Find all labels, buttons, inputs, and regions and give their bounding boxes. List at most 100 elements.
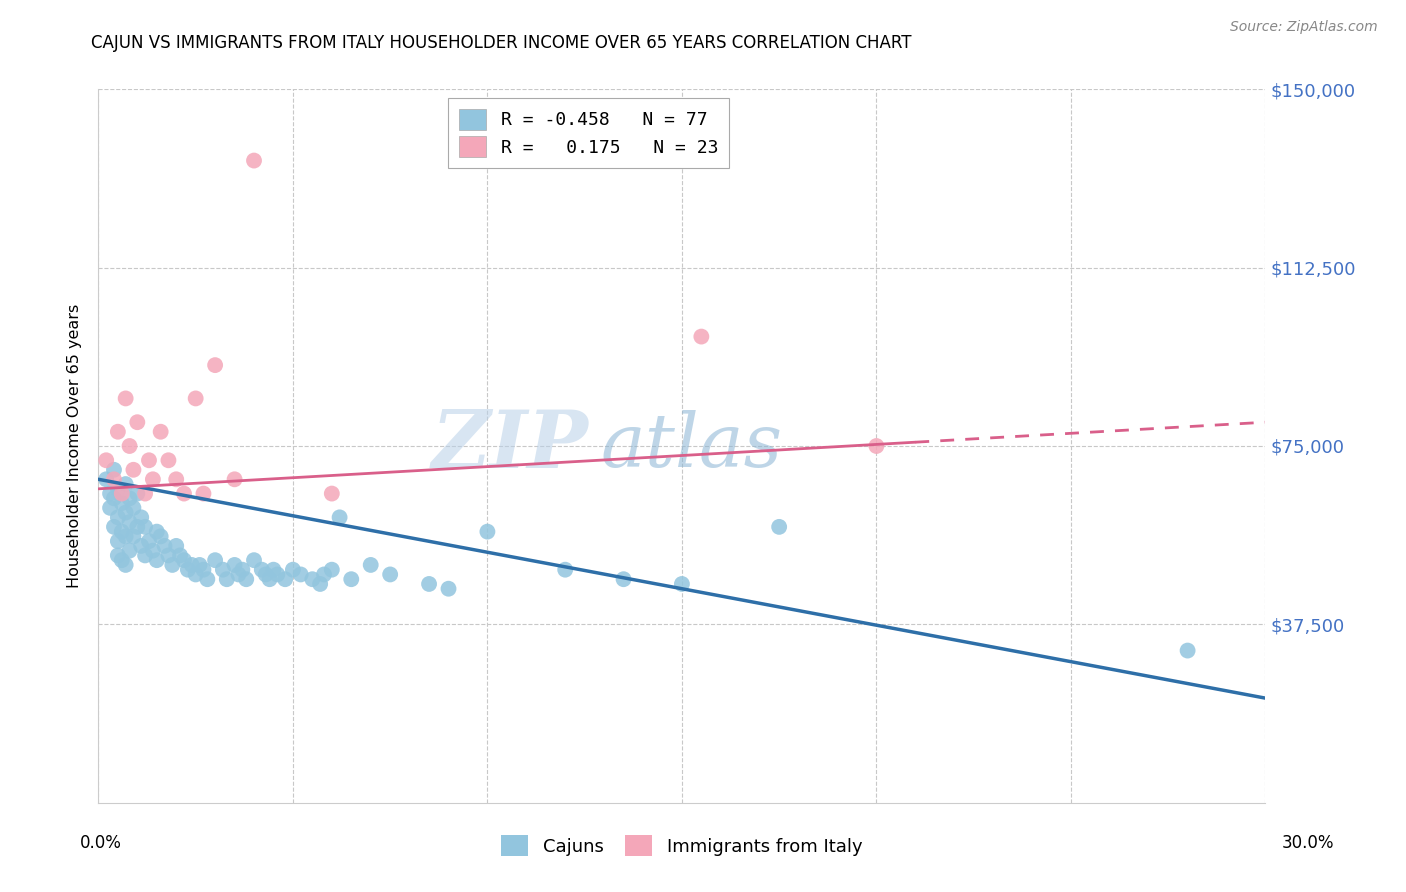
Point: [690, 329, 713, 343]
Point: [290, 567, 312, 582]
Point: [129, 539, 152, 553]
Point: [243, 553, 266, 567]
Point: [129, 510, 152, 524]
Point: [134, 486, 156, 500]
Point: [1177, 643, 1199, 657]
Point: [103, 472, 125, 486]
Point: [146, 524, 169, 539]
Point: [184, 567, 207, 582]
Point: [169, 549, 191, 563]
Point: [107, 425, 129, 439]
Point: [107, 482, 129, 496]
Point: [107, 549, 129, 563]
Point: [134, 520, 156, 534]
Point: [212, 563, 235, 577]
Point: [149, 425, 172, 439]
Text: 0.0%: 0.0%: [80, 834, 122, 852]
Point: [224, 472, 246, 486]
Point: [103, 520, 125, 534]
Point: [96, 453, 118, 467]
Point: [165, 539, 187, 553]
Point: [114, 477, 136, 491]
Point: [204, 358, 226, 372]
Point: [340, 572, 363, 586]
Point: [122, 529, 145, 543]
Point: [149, 529, 172, 543]
Point: [107, 510, 129, 524]
Point: [122, 463, 145, 477]
Point: [98, 486, 121, 500]
Point: [188, 558, 211, 572]
Legend: Cajuns, Immigrants from Italy: Cajuns, Immigrants from Italy: [492, 826, 872, 865]
Text: atlas: atlas: [600, 409, 782, 483]
Text: CAJUN VS IMMIGRANTS FROM ITALY HOUSEHOLDER INCOME OVER 65 YEARS CORRELATION CHAR: CAJUN VS IMMIGRANTS FROM ITALY HOUSEHOLD…: [91, 34, 912, 52]
Point: [127, 520, 149, 534]
Point: [122, 500, 145, 515]
Point: [254, 567, 277, 582]
Point: [671, 577, 693, 591]
Point: [228, 567, 250, 582]
Point: [309, 577, 332, 591]
Point: [111, 553, 134, 567]
Text: ZIP: ZIP: [432, 408, 589, 484]
Point: [165, 472, 187, 486]
Point: [157, 549, 180, 563]
Point: [127, 486, 149, 500]
Point: [177, 563, 200, 577]
Point: [274, 572, 297, 586]
Point: [243, 153, 266, 168]
Point: [262, 563, 284, 577]
Point: [235, 572, 257, 586]
Point: [114, 558, 136, 572]
Point: [329, 510, 352, 524]
Point: [111, 496, 134, 510]
Point: [146, 553, 169, 567]
Point: [865, 439, 887, 453]
Point: [157, 453, 180, 467]
Point: [114, 529, 136, 543]
Point: [138, 453, 160, 467]
Point: [103, 463, 125, 477]
Point: [301, 572, 323, 586]
Point: [215, 572, 238, 586]
Point: [114, 392, 136, 406]
Point: [193, 563, 215, 577]
Point: [107, 534, 129, 549]
Point: [437, 582, 460, 596]
Point: [224, 558, 246, 572]
Point: [231, 563, 253, 577]
Point: [162, 558, 184, 572]
Point: [114, 506, 136, 520]
Point: [153, 539, 176, 553]
Point: [118, 543, 141, 558]
Point: [195, 572, 218, 586]
Text: Source: ZipAtlas.com: Source: ZipAtlas.com: [1230, 20, 1378, 34]
Point: [321, 486, 343, 500]
Point: [312, 567, 335, 582]
Y-axis label: Householder Income Over 65 years: Householder Income Over 65 years: [67, 304, 83, 588]
Point: [204, 553, 226, 567]
Point: [477, 524, 499, 539]
Point: [193, 486, 215, 500]
Point: [184, 392, 207, 406]
Point: [418, 577, 440, 591]
Point: [281, 563, 304, 577]
Point: [98, 500, 121, 515]
Point: [111, 524, 134, 539]
Point: [180, 558, 202, 572]
Point: [250, 563, 273, 577]
Point: [138, 534, 160, 549]
Point: [111, 486, 134, 500]
Point: [613, 572, 636, 586]
Point: [103, 491, 125, 506]
Point: [321, 563, 343, 577]
Point: [134, 549, 156, 563]
Point: [142, 543, 165, 558]
Point: [127, 415, 149, 429]
Point: [380, 567, 402, 582]
Text: 30.0%: 30.0%: [1281, 834, 1334, 852]
Point: [173, 553, 195, 567]
Point: [96, 472, 118, 486]
Point: [360, 558, 382, 572]
Point: [118, 491, 141, 506]
